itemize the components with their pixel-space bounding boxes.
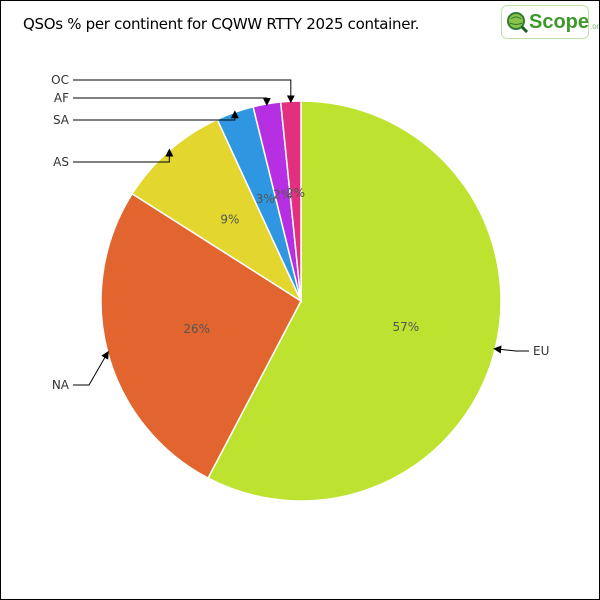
category-label-sa: SA [53,113,70,127]
logo-sub: .org [590,21,600,31]
leader-line-as [73,148,174,163]
pct-label-sa: 3% [256,192,275,206]
pct-label-na: 26% [183,322,210,336]
logo-text: Scope [529,10,590,33]
leader-line-af [73,97,271,106]
category-label-na: NA [52,378,70,392]
magnifier-globe-icon [506,11,529,34]
category-label-eu: EU [533,344,549,358]
pct-label-oc: 2% [286,186,305,200]
leader-line-oc [73,79,295,104]
pct-label-af: 2% [273,188,292,202]
leader-line-na [73,350,109,386]
category-label-af: AF [54,91,69,105]
leader-line-eu [493,345,529,354]
pct-label-eu: 57% [393,320,420,334]
category-label-oc: OC [51,73,69,87]
pct-label-as: 9% [220,213,239,227]
qscope-logo: Scope .org [501,5,599,39]
leader-line-sa [73,110,239,121]
chart-title: QSOs % per continent for CQWW RTTY 2025 … [23,15,420,33]
category-label-as: AS [53,155,69,169]
